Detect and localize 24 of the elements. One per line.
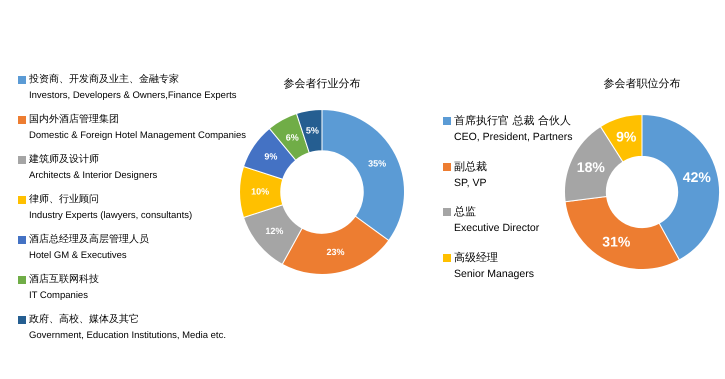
legend-label: 政府、高校、媒体及其它 Government, Education Institutions, Media etc.: [28, 312, 227, 343]
data-label: 9%: [616, 128, 637, 145]
data-label: 5%: [306, 125, 319, 136]
data-label: 42%: [682, 168, 712, 185]
data-label: 23%: [326, 246, 345, 257]
legend-label: 高级经理 Senior Managers: [453, 250, 535, 282]
legend-label: 酒店总经理及高层管理人员 Hotel GM & Executives: [28, 232, 150, 263]
legend-label: 投资商、开发商及业主、金融专家 Investors, Developers & Owners,Finance Experts: [28, 72, 238, 103]
legend-label: 首席执行官 总裁 合伙人 CEO, President, Partners: [453, 113, 572, 145]
chart-title: 参会者职位分布: [602, 76, 682, 91]
legend-label: 建筑师及设计师 Architects & Interior Designers: [28, 152, 158, 183]
legend-label: 律师、行业顾问 Industry Experts (lawyers, consultants): [28, 192, 194, 223]
data-label: 18%: [576, 158, 606, 175]
legend-label: 副总裁 SP, VP: [453, 158, 488, 190]
legend-label: 国内外酒店管理集团 Domestic & Foreign Hotel Management Companies: [28, 112, 246, 143]
data-label: 35%: [368, 158, 386, 168]
data-label: 12%: [265, 226, 284, 236]
chart-title: 参会者行业分布: [282, 76, 362, 91]
legend-label: 酒店互联网科技 IT Companies: [28, 272, 100, 303]
data-label: 9%: [264, 152, 278, 162]
legend-label: 总监 Executive Director: [453, 204, 540, 236]
data-label: 6%: [286, 132, 299, 142]
data-label: 10%: [251, 186, 270, 196]
data-label: 31%: [602, 233, 631, 250]
